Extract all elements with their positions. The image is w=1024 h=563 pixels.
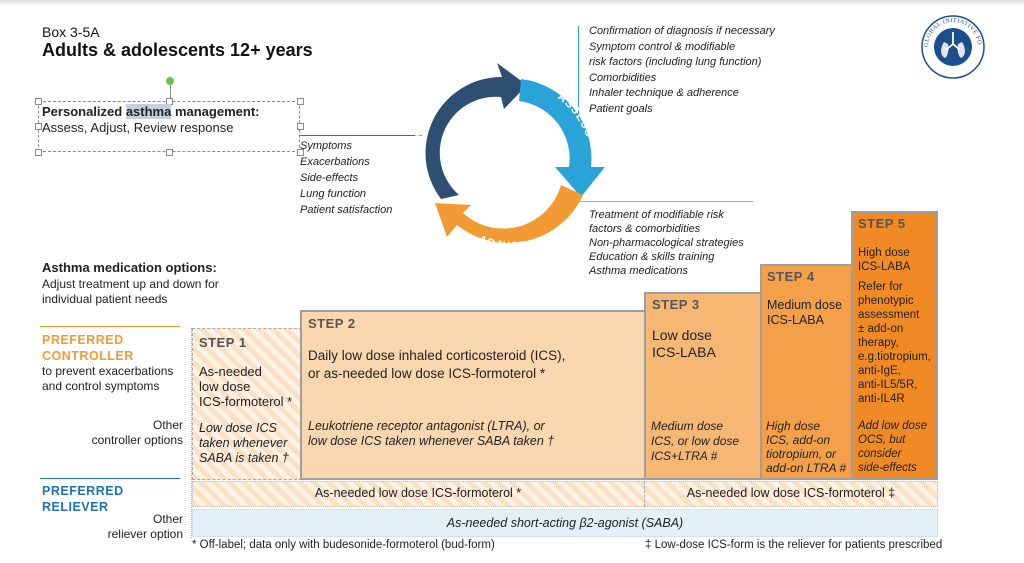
- review-items: Symptoms Exacerbations Side-effects Lung…: [300, 138, 392, 218]
- assess-connector: [578, 26, 579, 146]
- assess-item: Comorbidities: [589, 71, 657, 84]
- adjust-connector: [578, 201, 753, 202]
- step-5-label: STEP 5: [858, 216, 906, 231]
- box-id: Box 3-5A: [42, 24, 100, 40]
- adjust-item: Non-pharmacological strategies: [589, 237, 744, 249]
- adjust-arrow: [435, 185, 583, 244]
- reliever-right-text: As-needed low dose ICS-formoterol ‡: [686, 486, 896, 500]
- adjust-items: Treatment of modifiable risk factors & c…: [589, 208, 744, 278]
- assess-item: Inhaler technique & adherence: [589, 87, 739, 99]
- step-2-other: Leukotriene receptor antagonist (LTRA), …: [308, 419, 555, 448]
- preferred-controller-label: PREFERRED CONTROLLER: [42, 333, 134, 363]
- step-5-controller: High dose ICS-LABA Refer for phenotypic ass…: [858, 247, 931, 405]
- medication-line: individual patient needs: [42, 292, 168, 306]
- footnote-right: ‡ Low-dose ICS-form is the reliever for …: [645, 539, 943, 551]
- assess-item: Patient goals: [589, 102, 653, 115]
- step-1-label: STEP 1: [199, 335, 247, 350]
- assess-items: Confirmation of diagnosis if necessary S…: [589, 24, 775, 117]
- step-4: [760, 264, 853, 480]
- footnote-left: * Off-label; data only with budesonide-f…: [192, 539, 495, 551]
- adjust-item: Treatment of modifiable risk: [589, 209, 724, 221]
- review-item: Lung function: [300, 188, 367, 200]
- controller-rule: [40, 326, 180, 327]
- rotate-handle[interactable]: [166, 77, 174, 85]
- reliever-rule: [40, 478, 180, 479]
- assess-item: Confirmation of diagnosis if necessary: [589, 25, 775, 37]
- assess-arrow: [519, 79, 605, 197]
- other-reliever-bar: [192, 509, 938, 537]
- other-reliever-label: Other reliever option: [107, 512, 183, 541]
- medication-desc: Adjust treatment up and down for individ…: [42, 277, 252, 307]
- step-5-other: Add low dose OCS, but consider side-effects: [858, 420, 928, 474]
- preferred-controller-desc: to prevent exacerbations and control symp…: [42, 364, 174, 393]
- medication-line: Adjust treatment up and down for: [42, 277, 219, 291]
- step-5: [851, 211, 938, 480]
- review-arrow: [425, 63, 527, 199]
- resize-handle-ml[interactable]: [35, 123, 42, 130]
- adjust-item: factors & comorbidities: [589, 223, 701, 235]
- step-4-controller: Medium dose ICS-LABA: [767, 298, 843, 327]
- step-2-controller: Daily low dose inhaled corticosteroid (I…: [308, 348, 566, 381]
- guide-line: [191, 328, 192, 538]
- step-1: [192, 328, 302, 480]
- resize-handle-tr[interactable]: [297, 98, 304, 105]
- step-1-other: Low dose ICS taken whenever SABA is taken …: [199, 421, 289, 465]
- review-item: Patient satisfaction: [300, 204, 393, 216]
- review-item: Exacerbations: [300, 156, 370, 168]
- step-2-label: STEP 2: [308, 316, 356, 331]
- review-item: Symptoms: [300, 140, 352, 152]
- step-1-controller: As-needed low dose ICS-formoterol *: [199, 364, 293, 409]
- adjust-item: Education & skills training: [589, 251, 715, 263]
- review-item: Side-effects: [300, 172, 359, 184]
- medication-heading: Asthma medication options:: [42, 260, 217, 275]
- management-heading: Personalized asthma management:: [42, 104, 260, 119]
- resize-handle-tl[interactable]: [35, 98, 42, 105]
- resize-handle-bl[interactable]: [35, 149, 42, 156]
- rotate-handle-line: [170, 85, 171, 101]
- step-3-label: STEP 3: [652, 297, 700, 312]
- resize-handle-br[interactable]: [297, 149, 304, 156]
- step-3-controller: Low dose ICS-LABA: [652, 327, 716, 360]
- reliever-left-text: As-needed low dose ICS-formoterol *: [314, 486, 522, 500]
- highlighted-word: asthma: [125, 104, 172, 119]
- resize-handle-bc[interactable]: [166, 149, 173, 156]
- adjust-item: Asthma medications: [589, 265, 689, 277]
- preferred-reliever-label: PREFERRED RELIEVER: [42, 484, 124, 514]
- gina-logo: GLOBAL INITIATIVE FOR ASTHMA: [920, 14, 985, 79]
- step-3-other: Medium dose ICS, or low dose ICS+LTRA #: [651, 419, 740, 463]
- page-title: Adults & adolescents 12+ years: [42, 40, 313, 60]
- other-controller-label: Other controller options: [91, 418, 183, 447]
- assess-item: Symptom control & modifiable: [589, 40, 736, 53]
- preferred-reliever-bar: [192, 481, 938, 507]
- reliever-divider: [644, 481, 645, 507]
- step-4-label: STEP 4: [767, 269, 815, 284]
- management-subtitle: Assess, Adjust, Review response: [42, 120, 234, 135]
- resize-handle-mr[interactable]: [297, 123, 304, 130]
- assess-item: risk factors (including lung function): [589, 56, 762, 68]
- other-reliever-text: As-needed short-acting β2-agonist (SABA): [446, 516, 684, 530]
- step-2: [300, 310, 646, 480]
- step-4-other: High dose ICS, add-on tiotropium, or add-on…: [766, 419, 847, 475]
- cycle-diagram: REVIEW RESPONSE ASSESS ADJUST: [410, 63, 605, 252]
- top-border: [0, 0, 1024, 6]
- review-connector: [300, 135, 422, 136]
